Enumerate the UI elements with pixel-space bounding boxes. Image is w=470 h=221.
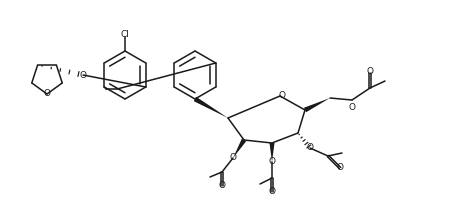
Text: O: O bbox=[229, 154, 236, 162]
Polygon shape bbox=[304, 98, 330, 112]
Text: Cl: Cl bbox=[121, 30, 129, 39]
Polygon shape bbox=[194, 97, 228, 118]
Text: O: O bbox=[306, 143, 313, 152]
Text: O: O bbox=[279, 91, 285, 99]
Text: O: O bbox=[367, 67, 374, 76]
Text: O: O bbox=[79, 72, 86, 80]
Text: O: O bbox=[268, 187, 275, 196]
Polygon shape bbox=[269, 143, 274, 162]
Text: O: O bbox=[44, 90, 50, 99]
Text: O: O bbox=[348, 103, 355, 112]
Text: O: O bbox=[219, 181, 226, 191]
Text: O: O bbox=[268, 158, 275, 166]
Polygon shape bbox=[233, 139, 246, 158]
Text: O: O bbox=[337, 164, 344, 173]
